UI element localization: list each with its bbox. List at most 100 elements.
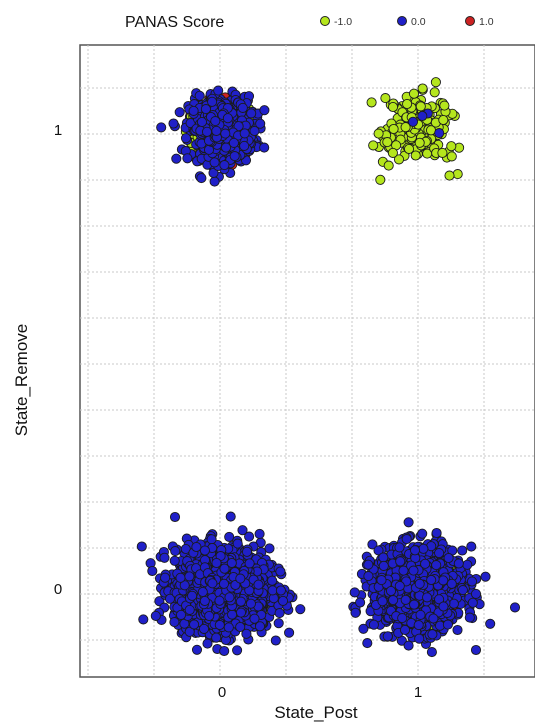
scatter-point: [393, 154, 405, 165]
scatter-point: [187, 590, 198, 601]
scatter-point: [408, 88, 420, 99]
scatter-point: [466, 541, 477, 552]
scatter-point: [373, 545, 384, 556]
scatter-point: [211, 632, 222, 643]
scatter-point: [235, 621, 246, 633]
scatter-point: [199, 595, 210, 607]
scatter-point: [438, 575, 449, 586]
scatter-point: [239, 140, 250, 151]
scatter-point: [349, 587, 360, 598]
scatter-point: [448, 598, 459, 609]
scatter-point: [159, 552, 170, 563]
scatter-point: [220, 128, 231, 139]
legend-label: -1.0: [334, 16, 352, 28]
scatter-point: [367, 539, 378, 550]
scatter-point: [438, 601, 449, 612]
scatter-point: [226, 557, 237, 569]
scatter-point: [196, 173, 207, 184]
scatter-point: [470, 644, 482, 656]
legend: PANAS Score -1.0 0.0 1.0: [125, 14, 494, 31]
scatter-point: [382, 137, 393, 148]
x-tick-label: 1: [414, 684, 422, 701]
scatter-point: [398, 565, 409, 576]
scatter-point: [284, 627, 295, 638]
scatter-point: [387, 147, 398, 158]
scatter-point: [457, 545, 468, 556]
scatter-point: [453, 558, 464, 569]
scatter-point: [509, 602, 521, 613]
scatter-point: [400, 594, 411, 605]
scatter-point: [403, 640, 414, 651]
scatter-point: [414, 633, 425, 644]
scatter-point: [246, 108, 257, 119]
scatter-point: [467, 597, 478, 608]
scatter-point: [350, 607, 361, 618]
scatter-point: [382, 631, 393, 642]
scatter-point: [235, 596, 246, 607]
scatter-point: [375, 174, 386, 185]
scatter-point: [383, 160, 394, 171]
scatter-point: [168, 118, 179, 129]
scatter-point: [232, 645, 243, 656]
scatter-point: [377, 596, 388, 607]
scatter-point: [232, 538, 243, 549]
scatter-point: [485, 618, 496, 629]
scatter-point: [366, 97, 377, 108]
scatter-point: [407, 116, 419, 127]
scatter-point: [378, 552, 389, 563]
scatter-point: [156, 122, 167, 133]
scatter-point: [403, 517, 414, 528]
scatter-point: [426, 647, 437, 658]
scatter-point: [442, 619, 453, 630]
scatter-point: [446, 578, 457, 589]
scatter-point: [160, 572, 171, 583]
scatter-point: [413, 620, 424, 631]
scatter-point: [239, 128, 250, 139]
scatter-point: [264, 543, 275, 554]
scatter-point: [470, 588, 482, 599]
scatter-point: [184, 571, 195, 582]
scatter-point: [220, 142, 232, 153]
scatter-point: [408, 565, 419, 576]
scatter-point: [394, 580, 405, 592]
scatter-point: [194, 90, 205, 101]
scatter-point: [254, 528, 265, 539]
scatter-point: [175, 609, 187, 620]
scatter-point: [480, 571, 491, 582]
scatter-point: [214, 595, 225, 606]
scatter-point: [254, 621, 266, 632]
scatter-point: [204, 610, 215, 622]
scatter-point: [431, 527, 442, 539]
scatter-point: [191, 541, 202, 553]
scatter-point: [388, 123, 399, 135]
legend-title: PANAS Score: [125, 14, 224, 31]
scatter-point: [138, 614, 149, 625]
scatter-point: [417, 110, 428, 122]
scatter-point: [223, 622, 234, 633]
scatter-point: [184, 604, 195, 615]
scatter-point: [363, 559, 374, 570]
scatter-point: [249, 125, 260, 137]
scatter-point: [213, 85, 224, 96]
scatter-point: [196, 116, 208, 128]
scatter-point: [358, 623, 369, 634]
scatter-point: [207, 578, 218, 589]
scatter-point: [464, 612, 475, 623]
scatter-point: [229, 151, 240, 162]
scatter-point: [227, 609, 238, 620]
scatter-point: [255, 118, 266, 129]
scatter-point: [169, 617, 180, 628]
scatter-point: [446, 151, 457, 162]
scatter-point: [224, 531, 235, 542]
scatter-point: [174, 107, 185, 118]
scatter-point: [202, 638, 213, 649]
points-layer: [136, 77, 521, 658]
scatter-point: [409, 599, 420, 610]
scatter-point: [373, 128, 384, 139]
scatter-point: [218, 578, 230, 589]
scatter-point: [363, 571, 374, 582]
x-axis-label: State_Post: [274, 703, 357, 722]
scatter-point: [277, 595, 289, 606]
scatter-point: [228, 137, 239, 148]
